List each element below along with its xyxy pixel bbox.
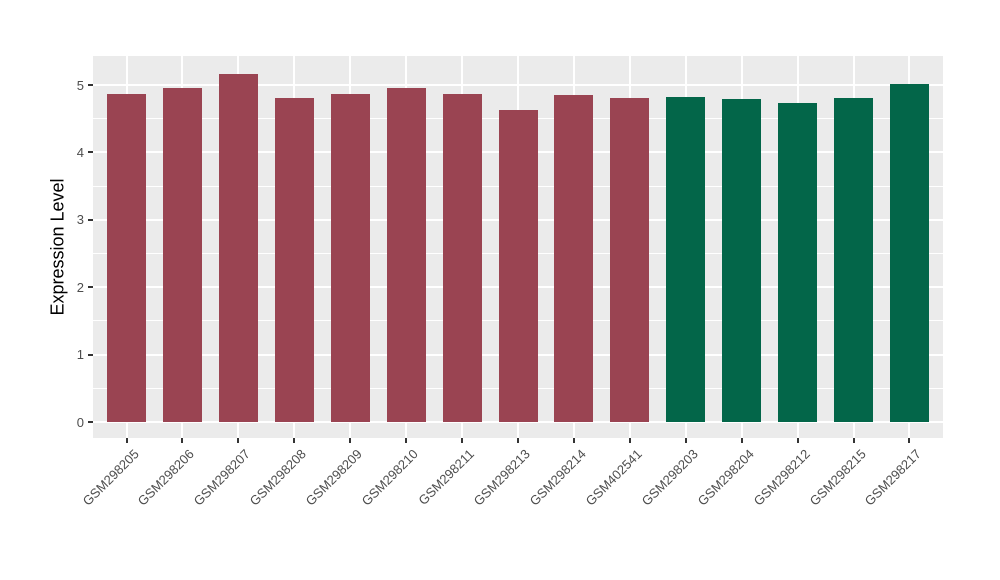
x-axis-tick-label: GSM298207 bbox=[191, 446, 254, 509]
bar bbox=[498, 109, 538, 422]
bar bbox=[554, 95, 594, 422]
y-axis-tick bbox=[88, 353, 93, 356]
bar bbox=[889, 84, 929, 422]
x-axis-tick-label: GSM298212 bbox=[750, 446, 813, 509]
bar bbox=[722, 99, 762, 422]
y-axis-tick-label: 2 bbox=[76, 279, 84, 295]
y-axis-tick-label: 3 bbox=[76, 212, 84, 228]
y-axis-tick bbox=[88, 84, 93, 86]
bar bbox=[386, 88, 426, 422]
x-axis-tick-label: GSM298210 bbox=[358, 446, 422, 509]
bar bbox=[778, 102, 818, 422]
x-axis-tick bbox=[628, 438, 631, 443]
y-axis-title: Expression Level bbox=[47, 178, 68, 316]
x-axis-tick-label: GSM298206 bbox=[135, 446, 198, 509]
x-axis-tick bbox=[349, 438, 352, 443]
x-axis-tick bbox=[293, 438, 296, 443]
x-axis-tick-label: GSM298213 bbox=[470, 446, 533, 509]
x-axis-tick-label: GSM298204 bbox=[694, 446, 757, 509]
y-axis-tick bbox=[88, 421, 93, 423]
bar bbox=[442, 93, 482, 422]
y-axis-tick-label: 1 bbox=[76, 347, 84, 363]
x-axis-tick bbox=[125, 438, 128, 443]
x-axis-tick-label: GSM298205 bbox=[79, 446, 142, 509]
y-axis-tick-label: 5 bbox=[76, 77, 84, 93]
x-axis-tick bbox=[237, 438, 240, 443]
bar bbox=[834, 97, 874, 422]
x-axis-tick-label: GSM298214 bbox=[526, 446, 589, 509]
x-axis-tick-label: GSM298211 bbox=[415, 446, 477, 508]
y-axis-tick-label: 4 bbox=[76, 144, 84, 160]
x-axis-tick bbox=[852, 438, 855, 443]
x-axis-tick-label: GSM298209 bbox=[302, 446, 366, 509]
x-axis-tick bbox=[684, 438, 687, 443]
x-axis-tick bbox=[517, 438, 519, 443]
bar bbox=[107, 94, 147, 422]
bar bbox=[218, 74, 258, 422]
bar bbox=[610, 98, 650, 422]
y-axis-tick bbox=[88, 151, 93, 154]
x-axis-tick-label: GSM298215 bbox=[806, 446, 869, 509]
x-axis-tick bbox=[796, 438, 799, 443]
x-axis-tick-label: GSM298203 bbox=[638, 446, 701, 509]
plot-panel bbox=[93, 56, 943, 438]
x-axis-tick bbox=[181, 438, 184, 443]
x-axis-tick-label: GSM298217 bbox=[862, 446, 925, 509]
x-axis-tick bbox=[740, 438, 743, 443]
y-axis-tick bbox=[88, 218, 93, 221]
bar bbox=[162, 87, 202, 422]
x-axis-tick-label: GSM402541 bbox=[582, 446, 645, 509]
x-axis-tick bbox=[572, 438, 575, 443]
bar bbox=[330, 94, 370, 422]
x-axis-tick bbox=[405, 438, 408, 443]
y-axis-tick bbox=[88, 286, 93, 289]
bar bbox=[274, 98, 314, 422]
x-axis-tick bbox=[461, 438, 464, 443]
y-axis-tick-label: 0 bbox=[76, 414, 84, 430]
bar bbox=[666, 97, 706, 422]
x-axis-tick bbox=[908, 438, 911, 443]
x-axis-tick-label: GSM298208 bbox=[247, 446, 310, 509]
